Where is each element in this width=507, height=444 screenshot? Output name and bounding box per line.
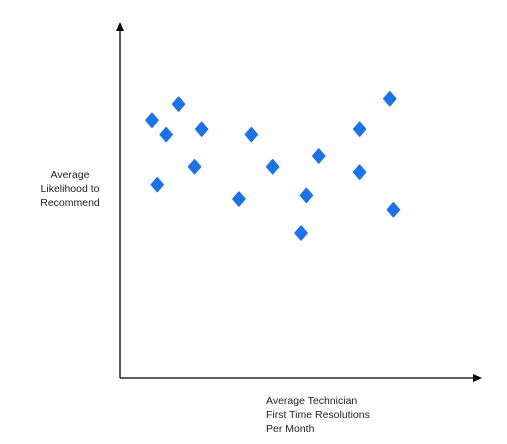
data-point-7 xyxy=(232,191,246,207)
y-axis-label-line-3: Recommend xyxy=(40,197,100,209)
x-axis-label-line-2: First Time Resolutions xyxy=(266,409,370,421)
y-axis-arrow xyxy=(116,22,124,31)
data-point-8 xyxy=(244,126,259,143)
x-axis-label: Average Technician First Time Resolution… xyxy=(266,394,426,436)
data-points xyxy=(145,91,401,241)
data-point-15 xyxy=(383,91,397,107)
x-axis-label-line-3: Per Month xyxy=(266,423,315,435)
data-point-11 xyxy=(299,187,314,204)
data-point-14 xyxy=(352,164,367,180)
x-axis-label-line-1: Average Technician xyxy=(266,395,358,407)
data-point-5 xyxy=(187,159,202,175)
y-axis-label: Average Likelihood to Recommend xyxy=(14,168,126,210)
data-point-4 xyxy=(171,96,186,112)
data-point-6 xyxy=(194,121,209,137)
x-axis-arrow xyxy=(473,374,482,382)
data-point-13 xyxy=(352,121,367,137)
data-point-9 xyxy=(265,159,280,175)
data-point-2 xyxy=(150,176,165,193)
data-point-1 xyxy=(145,112,159,128)
y-axis-label-line-2: Likelihood to xyxy=(40,183,100,195)
data-point-16 xyxy=(386,201,401,218)
data-point-3 xyxy=(159,126,173,143)
data-point-12 xyxy=(312,148,326,164)
data-point-10 xyxy=(294,225,308,241)
y-axis-label-line-1: Average xyxy=(50,169,90,181)
